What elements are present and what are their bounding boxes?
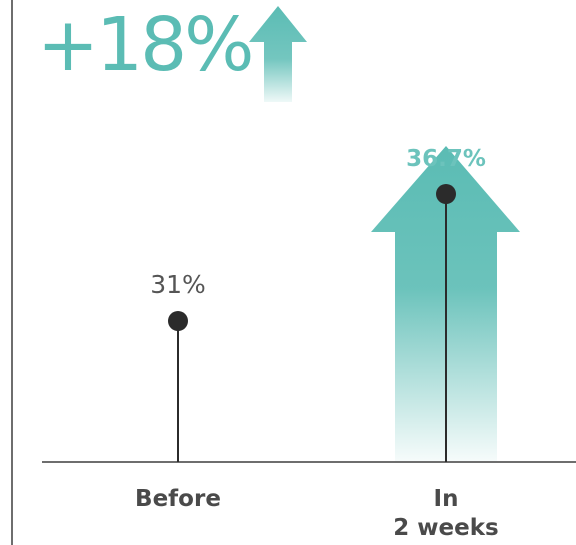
up-arrow-icon	[249, 6, 307, 102]
x-tick-label-1: Before	[135, 486, 221, 512]
x-tick-label-2: In 2 weeks	[393, 486, 498, 541]
increase-headline: +18%	[37, 2, 254, 88]
data-label-2: 36.7%	[406, 146, 486, 172]
lollipop-point-1	[168, 311, 188, 331]
left-frame-line	[11, 0, 13, 545]
lollipop-point-2	[436, 184, 456, 204]
data-label-1: 31%	[150, 270, 206, 299]
